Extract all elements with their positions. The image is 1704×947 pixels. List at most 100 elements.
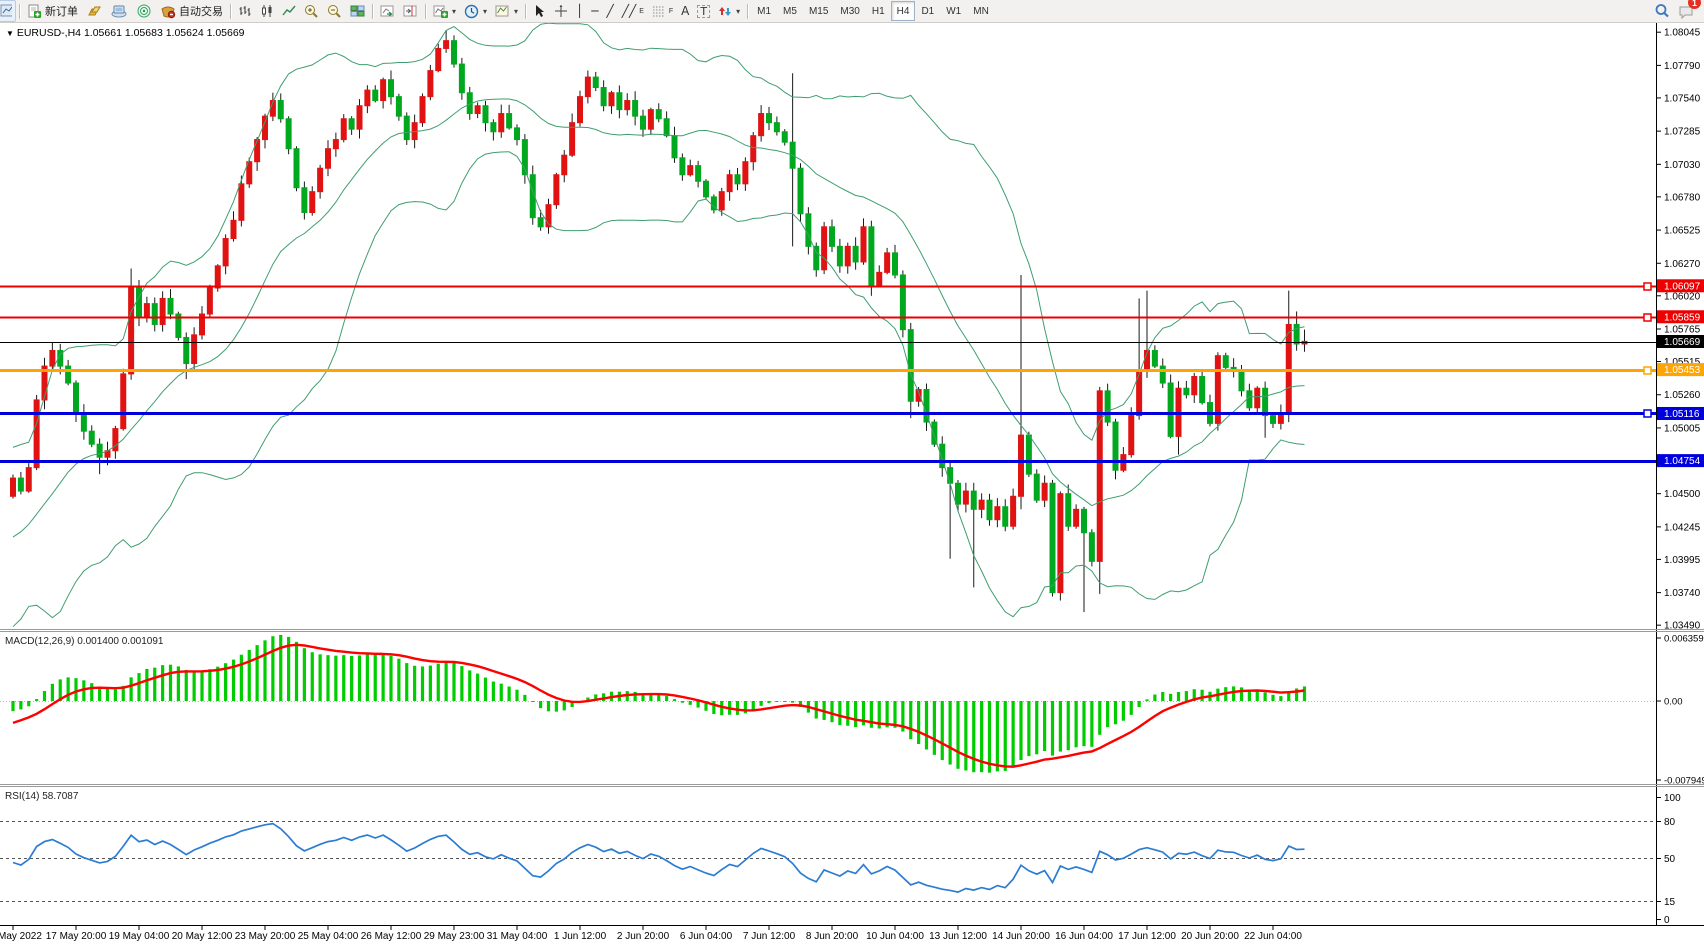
new-order-label: 新订单 <box>45 6 78 18</box>
chart-shift-button[interactable] <box>399 0 422 22</box>
timeframe-H1[interactable]: H1 <box>871 5 885 17</box>
search-button[interactable] <box>1650 0 1674 22</box>
cursor-icon <box>536 5 545 17</box>
top-toolbar: 新订单 自动交易 ▾ ▾ <box>0 0 1704 23</box>
label-tool-icon: T <box>697 4 711 18</box>
price-tick-label: 1.06270 <box>1664 259 1701 270</box>
dropdown-arrow-icon: ▾ <box>514 6 519 16</box>
chart-shift-icon <box>403 5 417 17</box>
arrows-icon <box>719 6 732 16</box>
timeframe-M30[interactable]: M30 <box>840 5 860 17</box>
crosshair-tool-button[interactable] <box>550 0 572 22</box>
time-tick-label: 17 May 20:00 <box>46 931 107 942</box>
time-tick-label: 7 Jun 12:00 <box>743 931 796 942</box>
time-tick-label: 20 Jun 20:00 <box>1181 931 1239 942</box>
remote-terminal-button[interactable] <box>107 0 132 22</box>
timeframe-D1[interactable]: D1 <box>921 5 935 17</box>
bar-chart-button[interactable] <box>234 0 256 22</box>
candlestick-button[interactable] <box>256 0 278 22</box>
signal-button[interactable] <box>132 0 156 22</box>
hline-handle[interactable] <box>1643 282 1652 291</box>
trendline-icon: ╱ <box>606 4 614 18</box>
price-line-label: 1.05116 <box>1664 409 1700 420</box>
price-line-label: 1.05453 <box>1664 365 1701 376</box>
time-tick-label: 17 Jun 12:00 <box>1118 931 1176 942</box>
time-tick-label: 10 Jun 04:00 <box>866 931 924 942</box>
toolbar-separator <box>19 3 20 19</box>
hline-handle[interactable] <box>1643 409 1652 418</box>
timeframe-H4[interactable]: H4 <box>890 1 916 21</box>
timeframe-M15[interactable]: M15 <box>808 5 829 17</box>
hline-handle[interactable] <box>1643 366 1652 375</box>
templates-button[interactable]: ▾ <box>491 0 522 22</box>
line-chart-button[interactable] <box>278 0 300 22</box>
notification-badge: 1 <box>1688 0 1701 9</box>
cursor-tool-button[interactable] <box>529 0 550 22</box>
macd-panel[interactable]: 0.006359 0.00 -0.007949 MACD(12,26,9) 0.001… <box>0 634 1704 787</box>
channel-tool-button[interactable]: ╱╱ E <box>618 0 648 22</box>
time-tick-label: 16 Jun 04:00 <box>1055 931 1113 942</box>
candles-layer <box>10 30 1308 613</box>
bar-chart-icon <box>239 6 251 16</box>
timeframe-M5[interactable]: M5 <box>783 5 797 17</box>
horizontal-line-icon: ─ <box>591 4 599 18</box>
time-tick-label: 26 May 12:00 <box>361 931 422 942</box>
time-tick-label: 31 May 04:00 <box>487 931 548 942</box>
fibonacci-icon <box>652 6 665 17</box>
price-line-label: 1.05859 <box>1664 312 1701 323</box>
time-tick-label: 22 Jun 04:00 <box>1244 931 1302 942</box>
bollinger-bands <box>12 23 1305 628</box>
dropdown-arrow-icon: ▾ <box>736 6 741 16</box>
indicators-button[interactable]: ▾ <box>429 0 460 22</box>
price-tick-label: 1.06525 <box>1664 226 1701 237</box>
chart-ohlc-title: ▼ EURUSD-,H4 1.05661 1.05683 1.05624 1.0… <box>6 27 245 39</box>
price-tick-label: 1.07030 <box>1664 160 1701 171</box>
rsi-label: RSI(14) 58.7087 <box>5 791 79 802</box>
text-label-tool-button[interactable]: T <box>693 0 714 22</box>
timeframe-MN[interactable]: MN <box>973 5 989 17</box>
time-tick-label: 25 May 04:00 <box>298 931 359 942</box>
time-tick-label: 29 May 23:00 <box>424 931 485 942</box>
rsi-scale-label: 15 <box>1664 897 1676 908</box>
autotrade-button[interactable]: 自动交易 <box>156 0 227 22</box>
time-tick-label: 8 Jun 20:00 <box>806 931 859 942</box>
main-price-panel[interactable] <box>10 23 1308 628</box>
gold-icon <box>88 6 101 16</box>
zoom-out-button[interactable] <box>323 0 346 22</box>
tile-windows-button[interactable] <box>346 0 369 22</box>
time-tick-label: 14 Jun 20:00 <box>992 931 1050 942</box>
fibonacci-tool-button[interactable]: F <box>648 0 677 22</box>
chart-window-icon[interactable] <box>0 0 16 22</box>
search-icon <box>1655 4 1669 18</box>
hline-handle[interactable] <box>1643 313 1652 322</box>
price-tick-label: 1.05765 <box>1664 325 1701 336</box>
price-axis[interactable]: 1.08045 1.07790 1.07540 1.07285 1.07030 1.067… <box>1656 22 1704 925</box>
timeframe-W1[interactable]: W1 <box>946 5 962 17</box>
chart-canvas[interactable]: 1.08045 1.07790 1.07540 1.07285 1.07030 1.067… <box>0 22 1704 947</box>
gold-button[interactable] <box>82 0 107 22</box>
new-order-button[interactable]: 新订单 <box>23 0 82 22</box>
horizontal-lines[interactable] <box>0 282 1656 463</box>
clock-icon <box>464 4 479 18</box>
trendline-tool-button[interactable]: ╱ <box>603 0 618 22</box>
price-line-label: 1.06097 <box>1664 281 1701 292</box>
horizontal-line-tool-button[interactable]: ─ <box>587 0 602 22</box>
time-tick-label: 2 Jun 20:00 <box>617 931 670 942</box>
autotrade-icon <box>161 6 176 18</box>
zoom-out-icon <box>328 4 341 18</box>
arrows-tool-button[interactable]: ▾ <box>714 0 744 22</box>
vertical-line-tool-button[interactable]: │ <box>572 0 587 22</box>
auto-scroll-button[interactable] <box>376 0 399 22</box>
price-tick-label: 1.07285 <box>1664 127 1701 138</box>
price-tick-label: 1.05005 <box>1664 423 1701 434</box>
vertical-line-icon: │ <box>576 4 584 18</box>
zoom-in-button[interactable] <box>300 0 323 22</box>
candlestick-icon <box>262 5 272 17</box>
notifications-button[interactable]: 1 <box>1674 0 1701 22</box>
periods-button[interactable]: ▾ <box>460 0 491 22</box>
text-tool-button[interactable]: A <box>677 0 693 22</box>
toolbar-separator <box>525 3 527 19</box>
rsi-panel[interactable]: 100 80 50 15 0 RSI(14) 58.7087 <box>0 791 1681 926</box>
timeframe-M1[interactable]: M1 <box>757 5 772 17</box>
